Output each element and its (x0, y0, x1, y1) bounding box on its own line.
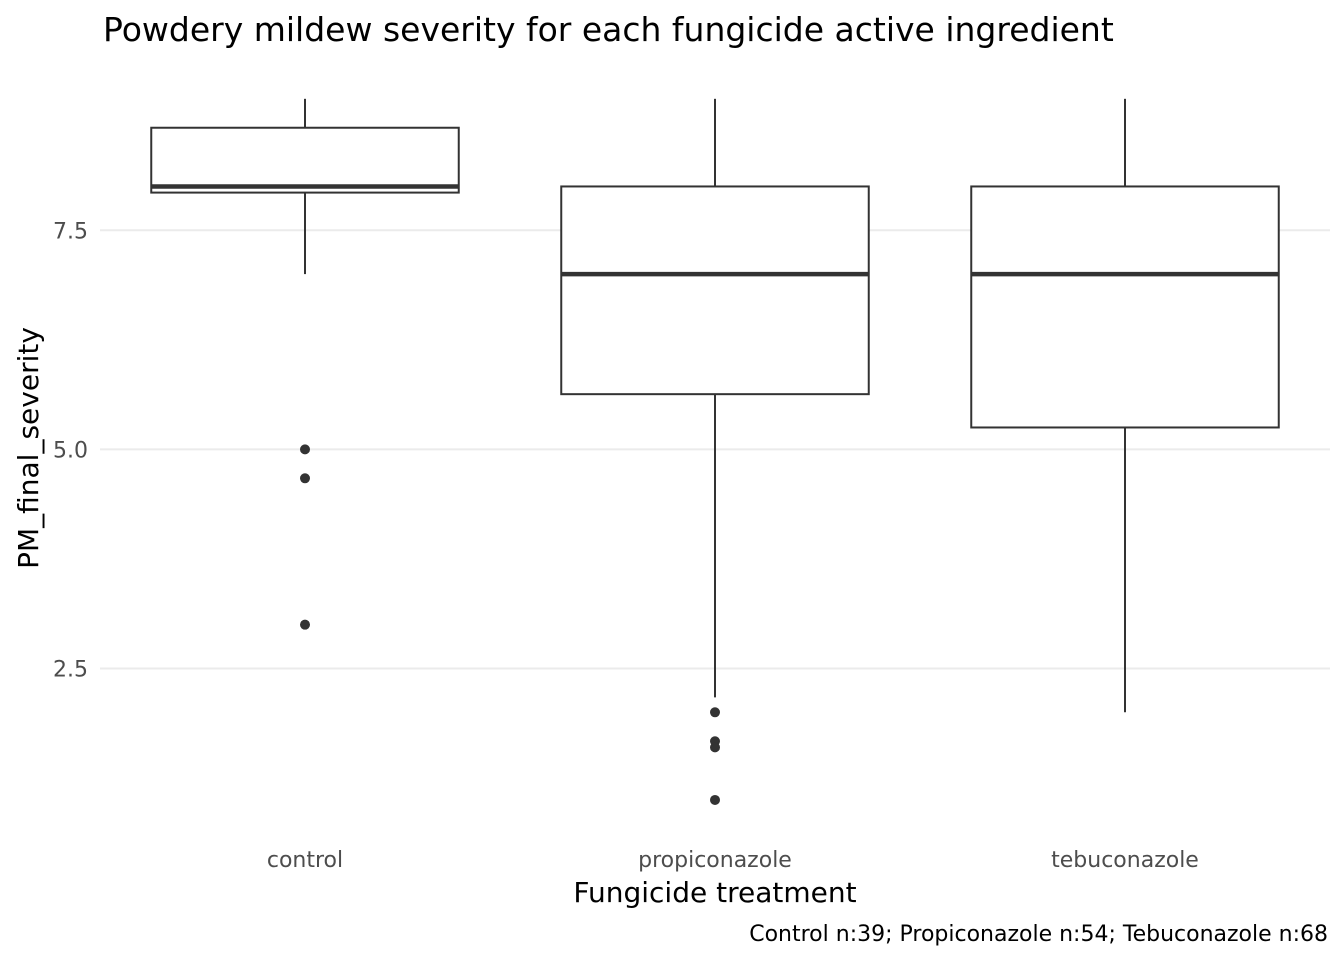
y-tick-label: 7.5 (53, 219, 88, 244)
box-group-propiconazole (560, 98, 870, 805)
box-iqr (560, 185, 870, 396)
outlier-point (300, 619, 310, 630)
boxes (150, 98, 1280, 805)
outlier-point (300, 473, 310, 484)
box-iqr (970, 185, 1280, 429)
labels: 2.5 5.0 7.5 control propiconazole tebuconazol… (53, 219, 1199, 873)
y-tick-label: 2.5 (53, 657, 88, 682)
box-iqr (150, 126, 460, 194)
caption: Control n:39; Propiconazole n:54; Tebuco… (749, 922, 1328, 947)
x-tick-label: propiconazole (638, 848, 792, 873)
y-axis-title: PM_final_severity (12, 327, 45, 569)
outlier-point (710, 707, 720, 718)
y-tick-label: 5.0 (53, 438, 88, 463)
x-tick-label: control (267, 848, 343, 873)
outlier-point (710, 794, 720, 805)
chart-title: Powdery mildew severity for each fungici… (103, 10, 1114, 49)
x-tick-label: tebuconazole (1051, 848, 1199, 873)
box-group-tebuconazole (970, 98, 1280, 713)
outlier-point (300, 444, 310, 455)
x-axis-title: Fungicide treatment (573, 876, 856, 909)
outlier-point (710, 742, 720, 753)
box-group-control (150, 98, 460, 630)
